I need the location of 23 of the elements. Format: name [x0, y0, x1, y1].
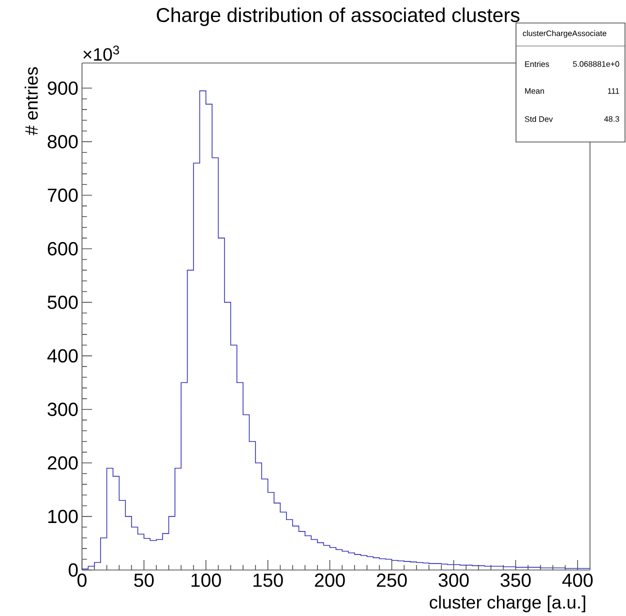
x-tick-label: 50: [134, 574, 154, 587]
y-tick-label: 200: [48, 456, 78, 470]
x-tick-label: 150: [254, 574, 283, 587]
y-tick-label: 500: [48, 296, 78, 309]
x-tick-label: 200: [314, 574, 345, 587]
y-tick-label: 800: [48, 134, 78, 148]
y-tick-label: 700: [48, 188, 78, 202]
x-tick-label: 400: [562, 574, 593, 587]
x-tick-label: 100: [192, 574, 221, 587]
y-tick-label: 100: [48, 510, 78, 524]
x-tick-label: 350: [500, 574, 531, 587]
y-tick-label: 300: [48, 402, 78, 416]
y-tick-label: 600: [48, 242, 78, 256]
text: ×10$^{3}$: [83, 46, 120, 61]
x-axis-title: cluster charge [a.u.]: [430, 596, 586, 612]
x-tick-label: 300: [438, 574, 469, 587]
chart-title: Charge distribution of associated clusters: [156, 8, 520, 26]
y-axis-title: # entries: [24, 67, 38, 136]
x-tick-label: 0: [77, 574, 87, 587]
x-tick-label: 250: [376, 574, 407, 587]
y-tick-label: 400: [47, 349, 78, 363]
y-tick-label: 900: [48, 81, 78, 95]
y-tick-label: 0: [68, 563, 78, 577]
